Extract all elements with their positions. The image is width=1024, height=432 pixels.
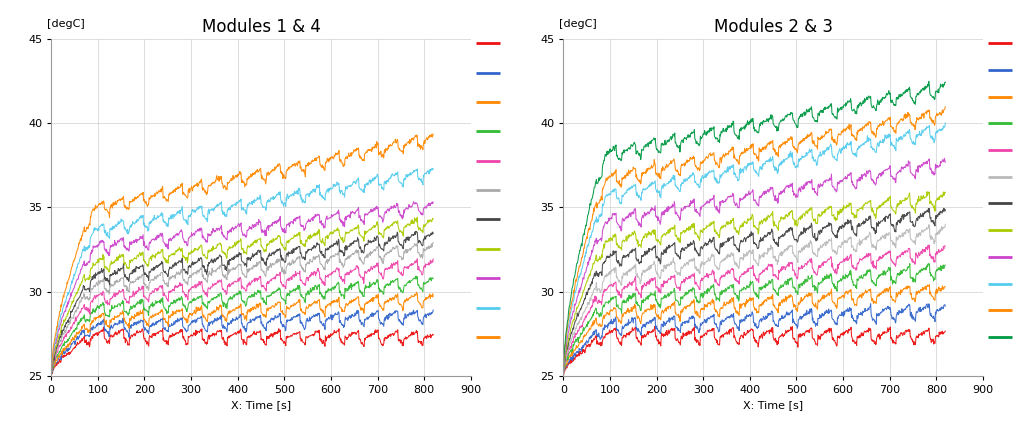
X-axis label: X: Time [s]: X: Time [s] [743, 400, 803, 410]
X-axis label: X: Time [s]: X: Time [s] [231, 400, 291, 410]
Text: [degC]: [degC] [559, 19, 597, 29]
Text: [degC]: [degC] [47, 19, 85, 29]
Title: Modules 2 & 3: Modules 2 & 3 [714, 18, 833, 36]
Title: Modules 1 & 4: Modules 1 & 4 [202, 18, 321, 36]
